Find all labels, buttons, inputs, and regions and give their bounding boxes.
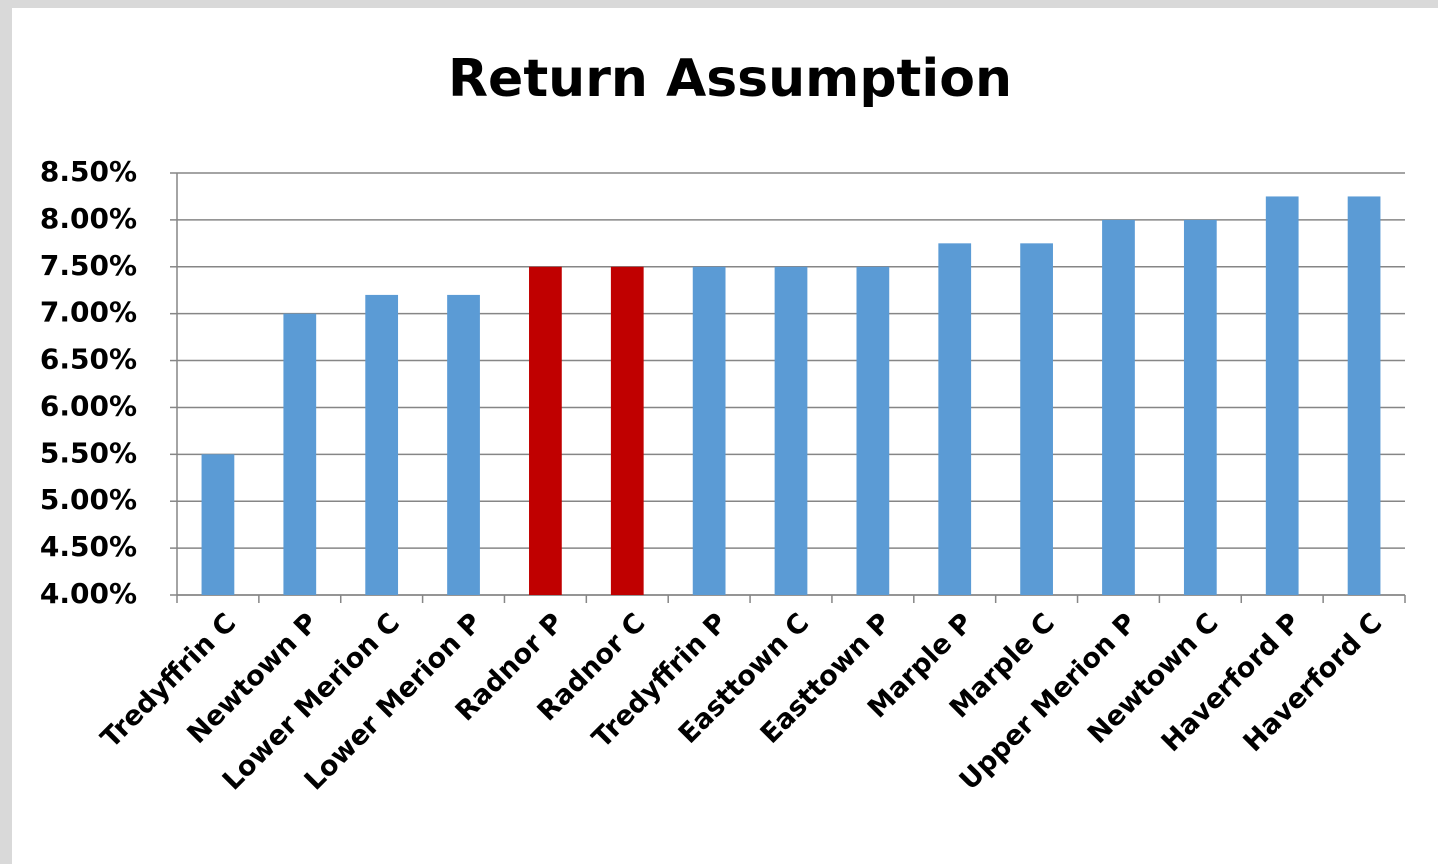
y-tick-label: 5.00% (40, 483, 137, 516)
bar (365, 294, 399, 595)
y-tick-label: 4.50% (40, 530, 137, 563)
bar (774, 266, 808, 595)
y-tick-label: 7.50% (40, 249, 137, 282)
bar (529, 266, 562, 595)
bar (610, 266, 644, 595)
y-tick-label: 7.00% (40, 296, 137, 329)
bar (201, 454, 235, 595)
bar (856, 266, 890, 595)
bar (692, 266, 726, 595)
y-tick-label: 4.00% (40, 577, 137, 610)
bar (1102, 219, 1135, 595)
y-tick-label: 8.50% (40, 155, 137, 188)
y-tick-label: 6.50% (40, 343, 137, 376)
bar (1347, 196, 1381, 595)
y-tick-label: 8.00% (40, 202, 137, 235)
bar (938, 243, 972, 596)
bar (447, 294, 480, 595)
chart-title: Return Assumption (448, 49, 1012, 109)
bar (1020, 243, 1053, 596)
y-tick-label: 6.00% (40, 389, 137, 422)
bar (283, 313, 317, 595)
bar (1265, 196, 1299, 595)
y-tick-label: 5.50% (40, 436, 137, 469)
bar (1183, 219, 1217, 595)
